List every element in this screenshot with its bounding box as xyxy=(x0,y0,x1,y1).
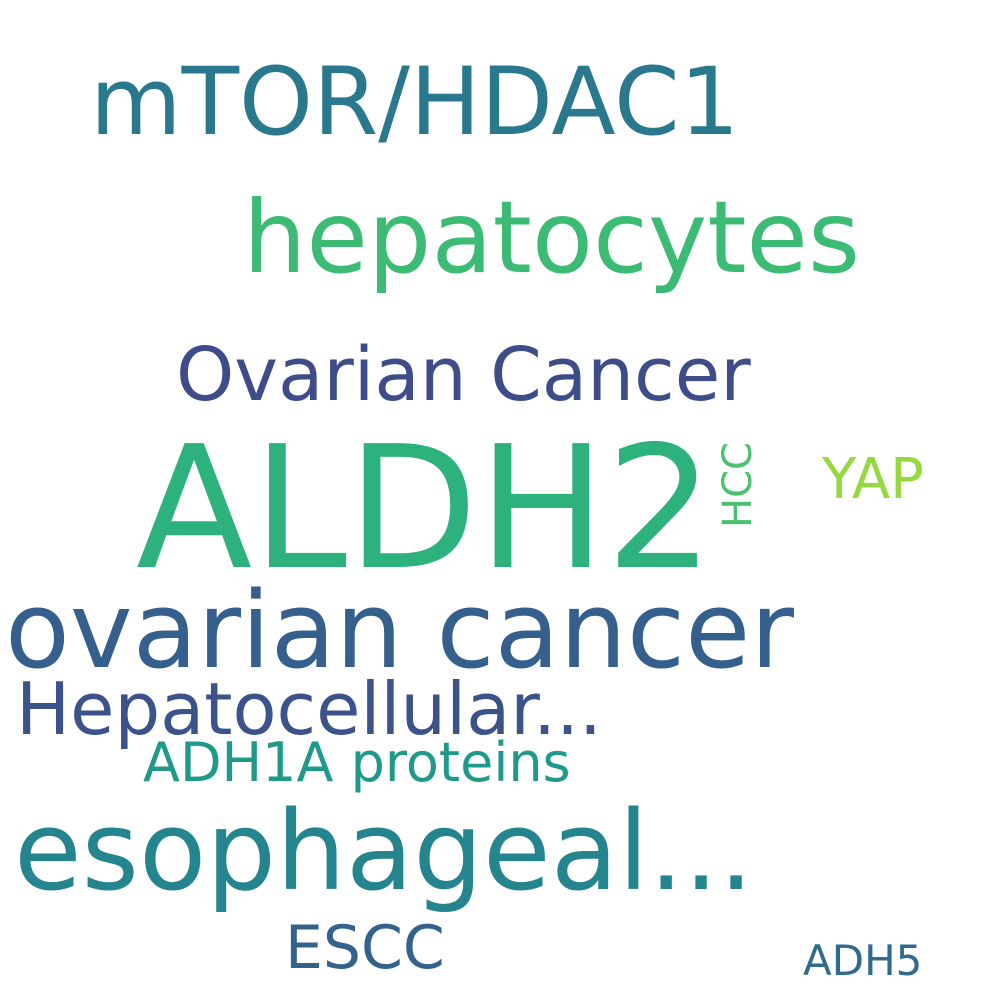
word-adh1a-proteins: ADH1A proteins xyxy=(143,731,571,794)
word-escc: ESCC xyxy=(285,913,445,983)
word-yap: YAP xyxy=(822,447,924,512)
word-ovarian-cancer-lowercase: ovarian cancer xyxy=(5,569,794,692)
word-adh5: ADH5 xyxy=(803,936,923,985)
word-esophageal: esophageal... xyxy=(14,787,754,915)
word-ovarian-cancer-capitalized: Ovarian Cancer xyxy=(176,332,751,418)
word-hcc: HCC xyxy=(715,442,761,528)
word-hepatocellular: Hepatocellular... xyxy=(16,667,602,751)
word-hepatocytes: hepatocytes xyxy=(243,179,861,296)
word-mtor-hdac1: mTOR/HDAC1 xyxy=(90,48,740,157)
word-aldh2: ALDH2 xyxy=(136,410,714,608)
